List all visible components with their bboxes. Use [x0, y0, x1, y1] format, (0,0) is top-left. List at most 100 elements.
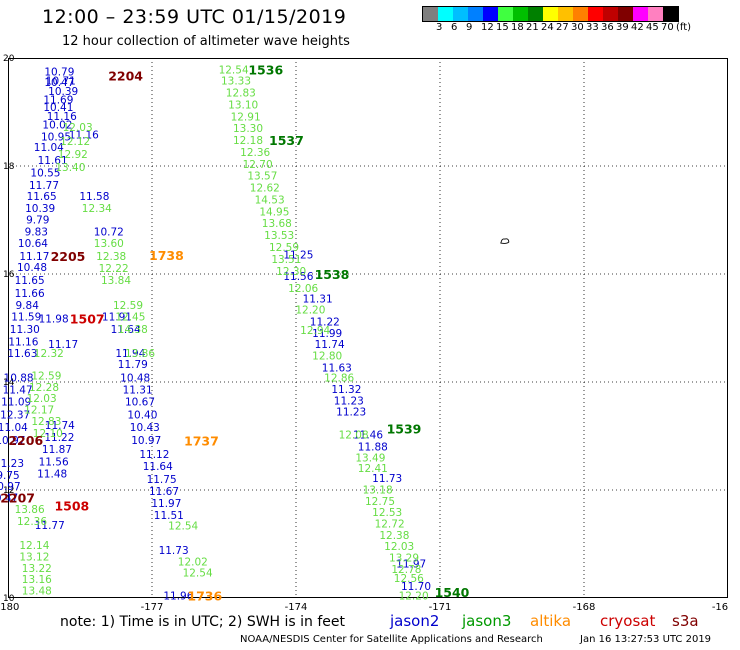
- jason2-swh-point: 11.23: [0, 458, 24, 470]
- jason2-swh-point: 11.48: [37, 468, 67, 480]
- color-swatch: [528, 7, 543, 21]
- jason3-pass-label: 1536: [248, 62, 283, 77]
- jason2-swh-point: 11.94: [115, 348, 145, 360]
- color-swatch: [663, 7, 678, 21]
- jason3-swh-point: 13.68: [262, 218, 292, 230]
- jason2-swh-point: 11.70: [401, 581, 431, 593]
- jason2-swh-point: 10.48: [17, 262, 47, 274]
- color-swatch: [498, 7, 513, 21]
- jason3-swh-point: 12.41: [358, 463, 388, 475]
- jason3-swh-point: 13.18: [363, 484, 393, 496]
- jason2-swh-point: 11.66: [15, 288, 45, 300]
- jason2-swh-point: 10.97: [131, 435, 161, 447]
- color-swatch: [483, 7, 498, 21]
- jason2-swh-point: 10.95: [41, 131, 71, 143]
- jason2-swh-point: 11.56: [283, 271, 313, 283]
- color-scale-label: (ft): [676, 22, 692, 33]
- jason2-swh-point: 11.22: [310, 317, 340, 329]
- s3a-pass-label: 2206: [8, 433, 43, 448]
- color-scale-label: 33: [586, 22, 599, 33]
- jason2-swh-point: 11.31: [123, 385, 153, 397]
- jason2-swh-point: 10.64: [18, 238, 48, 250]
- color-swatch: [558, 7, 573, 21]
- jason2-swh-point: 11.91: [102, 312, 132, 324]
- jason2-swh-point: 11.75: [147, 474, 177, 486]
- jason3-swh-point: 12.92: [58, 149, 88, 161]
- generation-timestamp: Jan 16 13:27:53 UTC 2019: [580, 634, 712, 645]
- s3a-pass-label: 2204: [108, 68, 143, 83]
- color-scale-label: 42: [631, 22, 644, 33]
- jason3-swh-point: 13.48: [22, 585, 52, 597]
- legend-altika: altika: [530, 612, 572, 630]
- jason3-swh-point: 12.32: [34, 348, 64, 360]
- jason2-swh-point: 11.77: [29, 180, 59, 192]
- jason3-swh-point: 12.86: [324, 373, 354, 385]
- jason3-swh-point: 13.12: [19, 551, 49, 563]
- jason3-swh-point: 12.36: [17, 516, 47, 528]
- color-scale-label: 21: [526, 22, 539, 33]
- color-swatch: [648, 7, 663, 21]
- jason2-swh-point: 11.64: [143, 461, 173, 473]
- jason3-swh-point: 13.49: [355, 453, 385, 465]
- jason3-swh-point: 13.29: [389, 553, 419, 565]
- jason2-swh-point: 11.16: [69, 130, 99, 142]
- jason2-swh-point: 11.79: [118, 359, 148, 371]
- jason2-swh-point: 10.39: [48, 86, 78, 98]
- jason3-swh-point: 12.54: [168, 521, 198, 533]
- color-swatch: [423, 7, 438, 21]
- jason2-swh-point: 11.31: [303, 293, 333, 305]
- jason3-swh-point: 12.03: [384, 541, 414, 553]
- legend-cryosat: cryosat: [600, 612, 656, 630]
- jason3-swh-point: 12.62: [250, 183, 280, 195]
- jason2-swh-point: 11.16: [8, 337, 38, 349]
- jason2-swh-point: 11.25: [283, 250, 313, 262]
- jason2-swh-point: 10.47: [44, 77, 74, 89]
- jason2-swh-point: 11.63: [7, 348, 37, 360]
- jason2-swh-point: 11.65: [15, 275, 45, 287]
- jason2-swh-point: 11.23: [334, 395, 364, 407]
- jason2-swh-point: 9.79: [26, 214, 49, 226]
- jason3-swh-point: 12.38: [379, 530, 409, 542]
- jason2-swh-point: 11.63: [322, 362, 352, 374]
- jason2-swh-point: 11.77: [35, 520, 65, 532]
- jason3-swh-point: 12.36: [240, 147, 270, 159]
- jason2-swh-point: 11.32: [331, 384, 361, 396]
- color-scale-label: 18: [511, 22, 524, 33]
- jason3-swh-point: 12.28: [29, 382, 59, 394]
- jason3-swh-point: 12.72: [375, 518, 405, 530]
- jason2-swh-point: 11.09: [1, 396, 31, 408]
- color-swatch: [468, 7, 483, 21]
- color-scale-labels: 3 6 9 12 15 18 21 24 27 30 33 36 39 42 45 70 (ft): [428, 22, 740, 34]
- s3a-pass-label: 2207: [0, 491, 35, 506]
- x-tick-label: -174: [285, 602, 308, 613]
- jason3-swh-point: 13.86: [125, 348, 155, 360]
- altika-pass-label: 1738: [149, 248, 184, 263]
- jason2-swh-point: 11.67: [149, 486, 179, 498]
- jason3-swh-point: 13.40: [55, 162, 85, 174]
- color-swatch: [453, 7, 468, 21]
- jason3-swh-point: 12.08: [339, 429, 369, 441]
- jason2-swh-point: 10.55: [30, 167, 60, 179]
- jason3-swh-point: 12.10: [33, 428, 63, 440]
- color-scale-label: 27: [556, 22, 569, 33]
- color-swatch: [573, 7, 588, 21]
- island-icon: [500, 238, 510, 244]
- y-tick-label: 16: [3, 270, 15, 280]
- y-tick-label: 10: [3, 594, 15, 604]
- jason3-swh-point: 12.94: [300, 325, 330, 337]
- jason2-swh-point: 10.79: [44, 67, 74, 79]
- jason3-swh-point: 12.80: [312, 351, 342, 363]
- jason3-swh-point: 13.33: [221, 76, 251, 88]
- jason3-swh-point: 13.84: [101, 275, 131, 287]
- jason3-pass-label: 1539: [387, 421, 422, 436]
- jason3-swh-point: 12.83: [226, 88, 256, 100]
- jason3-swh-point: 12.38: [96, 251, 126, 263]
- jason3-swh-point: 13.22: [22, 563, 52, 575]
- jason2-swh-point: 11.16: [47, 111, 77, 123]
- jason3-swh-point: 12.59: [113, 300, 143, 312]
- jason2-swh-point: 11.74: [45, 420, 75, 432]
- s3a-pass-label: 2205: [51, 249, 86, 264]
- jason3-swh-point: 13.86: [15, 504, 45, 516]
- jason3-swh-point: 14.53: [255, 194, 285, 206]
